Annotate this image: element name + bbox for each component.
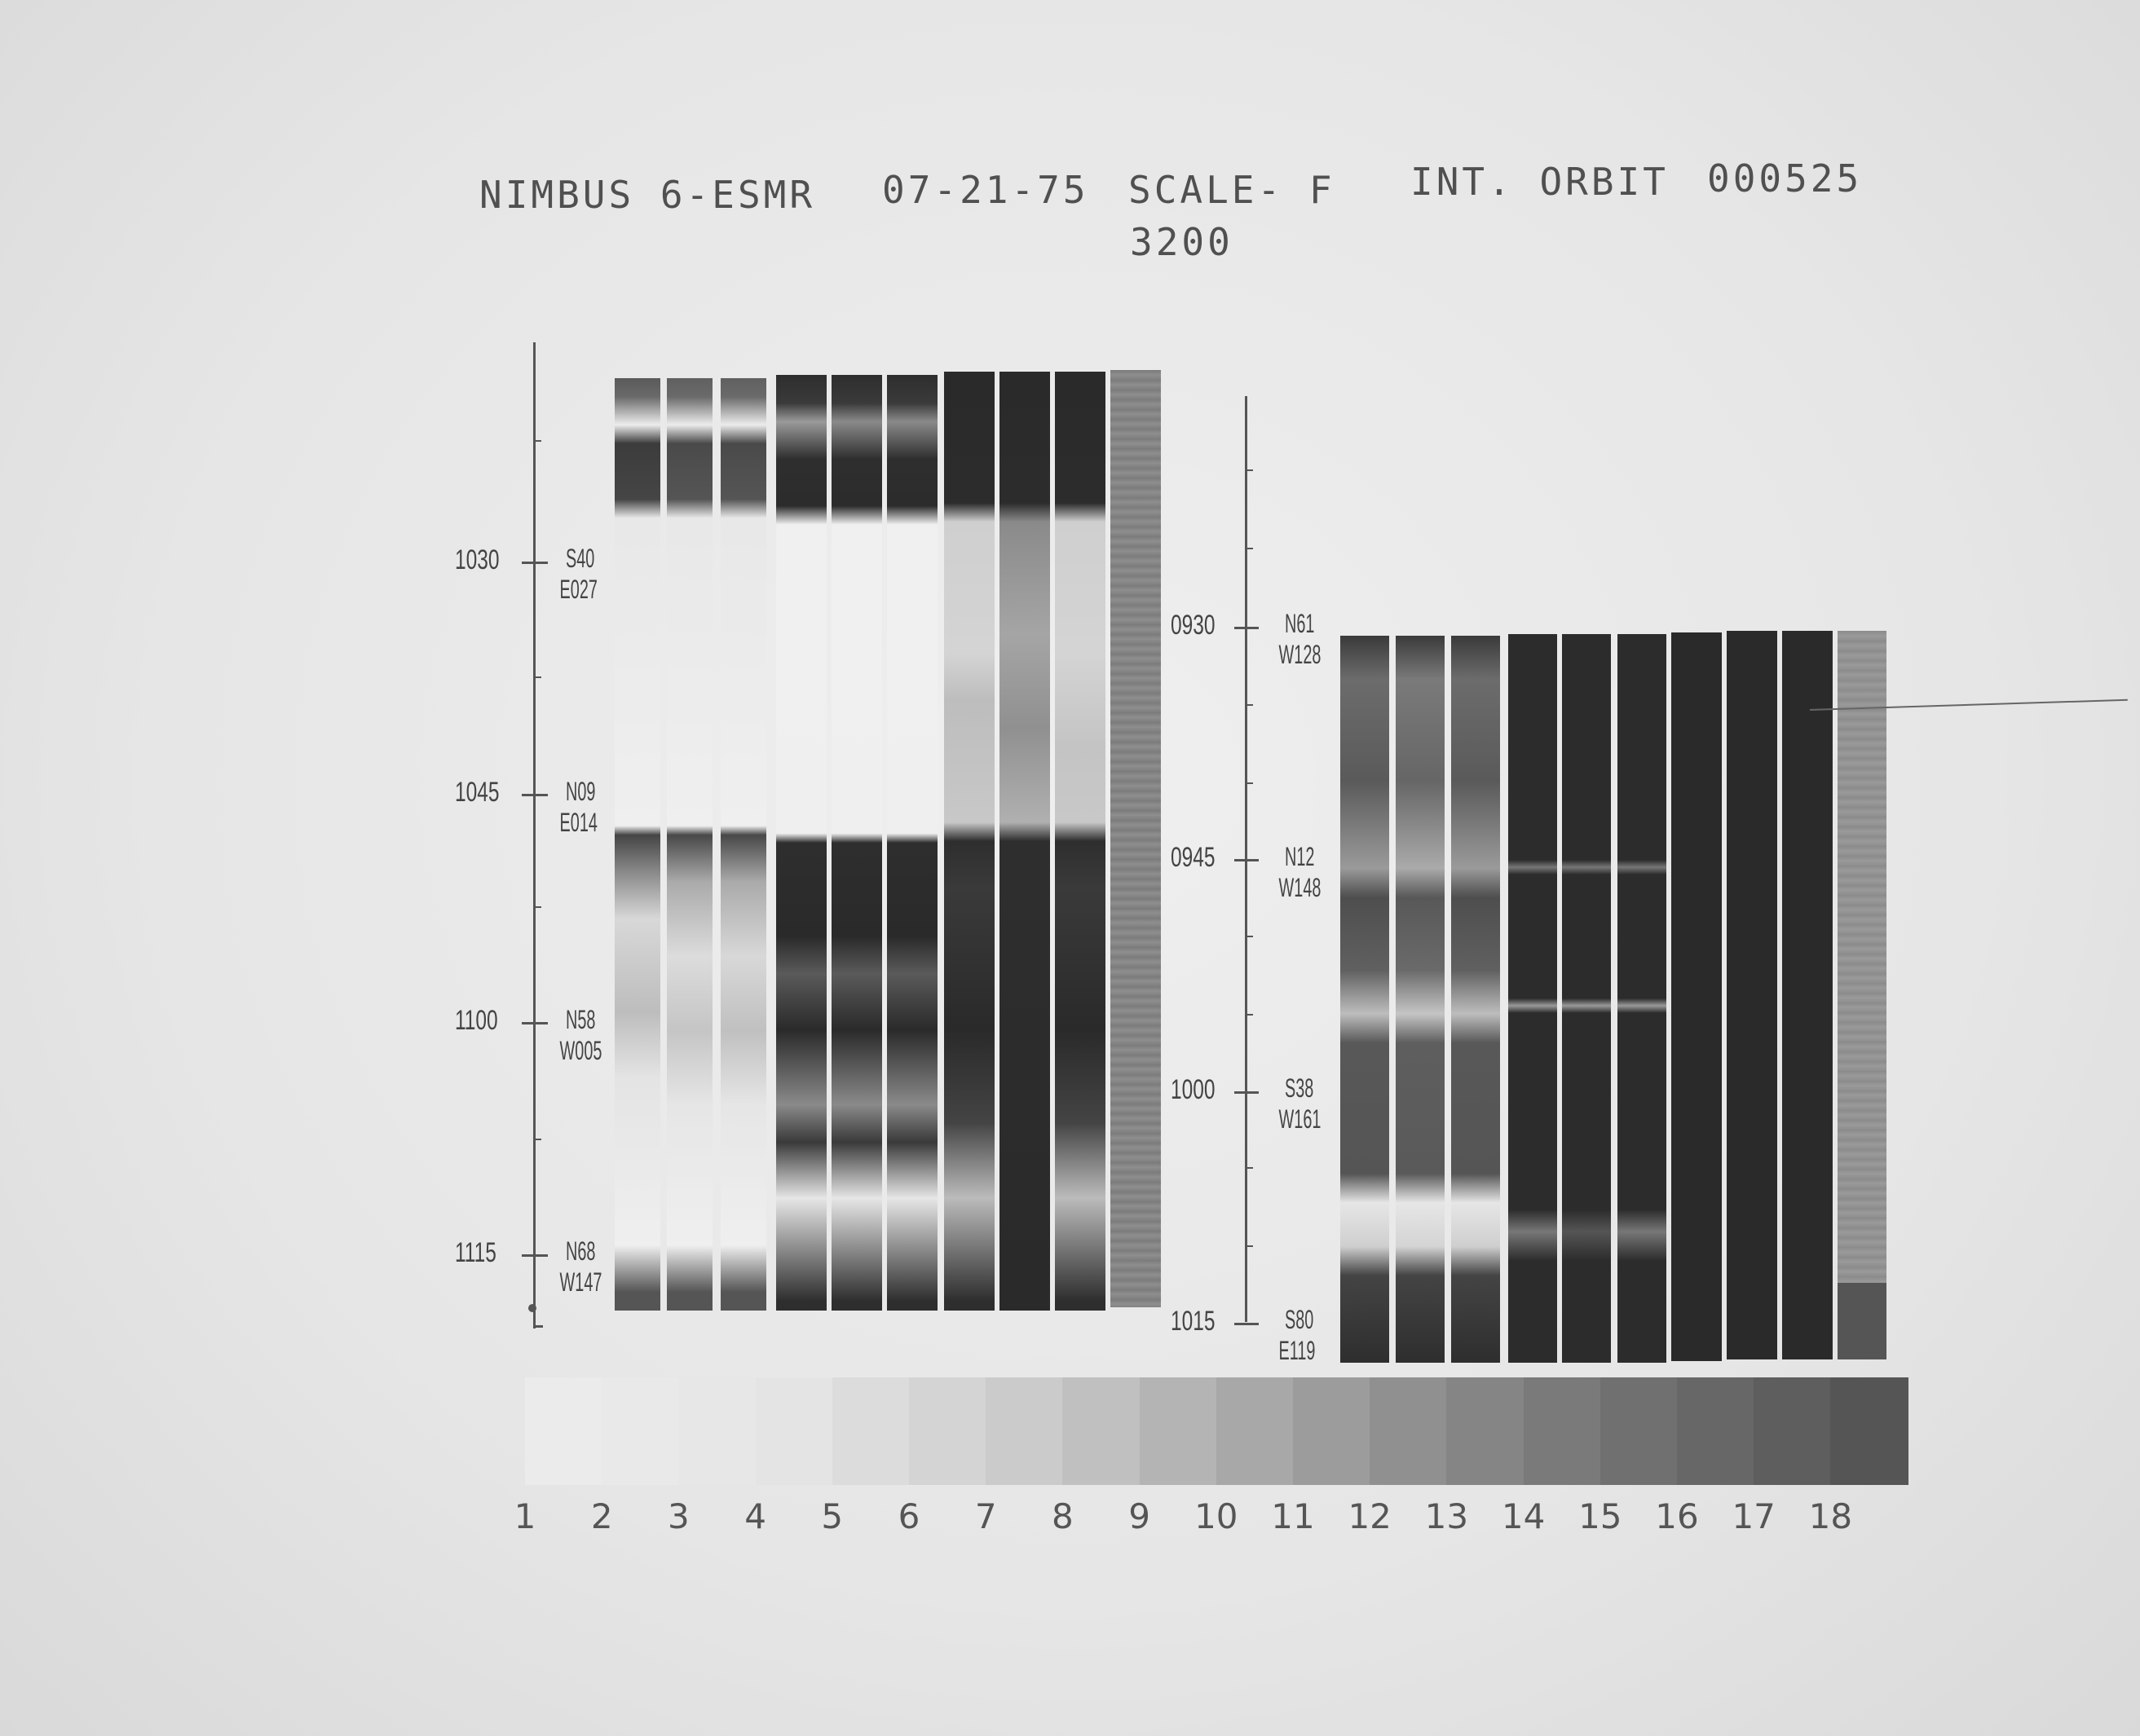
left-strip-6 bbox=[887, 375, 938, 1311]
right-time-1000: 1000 bbox=[1171, 1074, 1216, 1105]
gray-label-7: 7 bbox=[974, 1496, 997, 1536]
gray-label-18: 18 bbox=[1808, 1496, 1853, 1536]
right-strip-6 bbox=[1617, 634, 1666, 1363]
left-time-1030: 1030 bbox=[455, 544, 500, 575]
left-coord-1045: N09 E014 bbox=[559, 777, 598, 837]
right-time-0930: 0930 bbox=[1171, 610, 1216, 641]
right-strip-5 bbox=[1562, 634, 1611, 1363]
right-strip-1 bbox=[1340, 636, 1389, 1363]
header-scale: SCALE- F bbox=[1128, 168, 1335, 212]
left-strip-2 bbox=[667, 378, 713, 1311]
header-orbit-label: INT. ORBIT bbox=[1410, 160, 1669, 204]
gray-swatch-15 bbox=[1599, 1377, 1678, 1485]
left-axis-line bbox=[533, 342, 536, 1328]
gray-swatch-13 bbox=[1446, 1377, 1524, 1485]
gray-label-10: 10 bbox=[1194, 1496, 1238, 1536]
gray-label-13: 13 bbox=[1424, 1496, 1469, 1536]
left-time-1045: 1045 bbox=[455, 777, 500, 808]
gray-swatch-10 bbox=[1216, 1377, 1294, 1485]
left-time-1100: 1100 bbox=[455, 1005, 498, 1036]
gray-swatch-7 bbox=[986, 1377, 1064, 1485]
gray-swatch-18 bbox=[1830, 1377, 1908, 1485]
gray-label-15: 15 bbox=[1578, 1496, 1622, 1536]
left-strip-10 bbox=[1110, 370, 1161, 1307]
gray-label-14: 14 bbox=[1501, 1496, 1546, 1536]
gray-label-3: 3 bbox=[668, 1496, 690, 1536]
gray-swatch-3 bbox=[678, 1377, 757, 1485]
gray-swatch-4 bbox=[755, 1377, 833, 1485]
right-time-1015: 1015 bbox=[1171, 1306, 1216, 1337]
left-strip-1 bbox=[615, 378, 660, 1311]
gray-label-4: 4 bbox=[744, 1496, 766, 1536]
left-strip-8 bbox=[999, 372, 1050, 1311]
gray-label-12: 12 bbox=[1348, 1496, 1392, 1536]
left-strip-5 bbox=[832, 375, 882, 1311]
gray-swatch-17 bbox=[1754, 1377, 1832, 1485]
gray-swatch-1 bbox=[525, 1377, 603, 1485]
left-coord-1030: S40 E027 bbox=[559, 544, 598, 604]
right-strip-8 bbox=[1727, 631, 1777, 1359]
right-strip-10 bbox=[1838, 631, 1886, 1359]
gray-swatch-12 bbox=[1370, 1377, 1448, 1485]
gray-swatch-9 bbox=[1139, 1377, 1217, 1485]
left-strip-4 bbox=[776, 375, 827, 1311]
gray-swatch-5 bbox=[832, 1377, 910, 1485]
header-orbit-number: 000525 bbox=[1707, 156, 1863, 200]
right-strip-4 bbox=[1508, 634, 1557, 1363]
right-coord-1000: S38 W161 bbox=[1278, 1073, 1322, 1134]
left-coord-1100: N58 W005 bbox=[559, 1005, 602, 1065]
gray-label-6: 6 bbox=[898, 1496, 920, 1536]
gray-swatch-14 bbox=[1523, 1377, 1601, 1485]
gray-swatch-6 bbox=[909, 1377, 987, 1485]
gray-swatch-16 bbox=[1677, 1377, 1755, 1485]
left-strip-9 bbox=[1055, 372, 1105, 1311]
right-coord-1015: S80 E119 bbox=[1278, 1305, 1316, 1365]
gray-label-17: 17 bbox=[1732, 1496, 1776, 1536]
header-satellite: NIMBUS 6-ESMR bbox=[479, 173, 816, 217]
right-strip-2 bbox=[1396, 636, 1445, 1363]
left-time-1115: 1115 bbox=[455, 1237, 496, 1268]
gray-label-8: 8 bbox=[1052, 1496, 1074, 1536]
header-date: 07-21-75 bbox=[882, 168, 1089, 212]
gray-label-16: 16 bbox=[1655, 1496, 1699, 1536]
gray-label-1: 1 bbox=[514, 1496, 536, 1536]
left-coord-1115: N68 W147 bbox=[559, 1236, 602, 1297]
left-strip-7 bbox=[944, 372, 995, 1311]
left-strip-3 bbox=[721, 378, 766, 1311]
right-coord-0945: N12 W148 bbox=[1278, 842, 1322, 902]
right-strip-9 bbox=[1782, 631, 1833, 1359]
gray-swatch-8 bbox=[1062, 1377, 1141, 1485]
gray-swatch-11 bbox=[1293, 1377, 1371, 1485]
gray-label-2: 2 bbox=[590, 1496, 613, 1536]
header-scale-value: 3200 bbox=[1130, 220, 1233, 264]
gray-label-5: 5 bbox=[821, 1496, 844, 1536]
right-strip-7 bbox=[1671, 632, 1722, 1361]
right-coord-0930: N61 W128 bbox=[1278, 609, 1322, 669]
gray-label-11: 11 bbox=[1271, 1496, 1315, 1536]
right-strip-3 bbox=[1451, 636, 1500, 1363]
gray-swatch-2 bbox=[602, 1377, 680, 1485]
gray-label-9: 9 bbox=[1128, 1496, 1150, 1536]
right-time-0945: 0945 bbox=[1171, 842, 1216, 873]
